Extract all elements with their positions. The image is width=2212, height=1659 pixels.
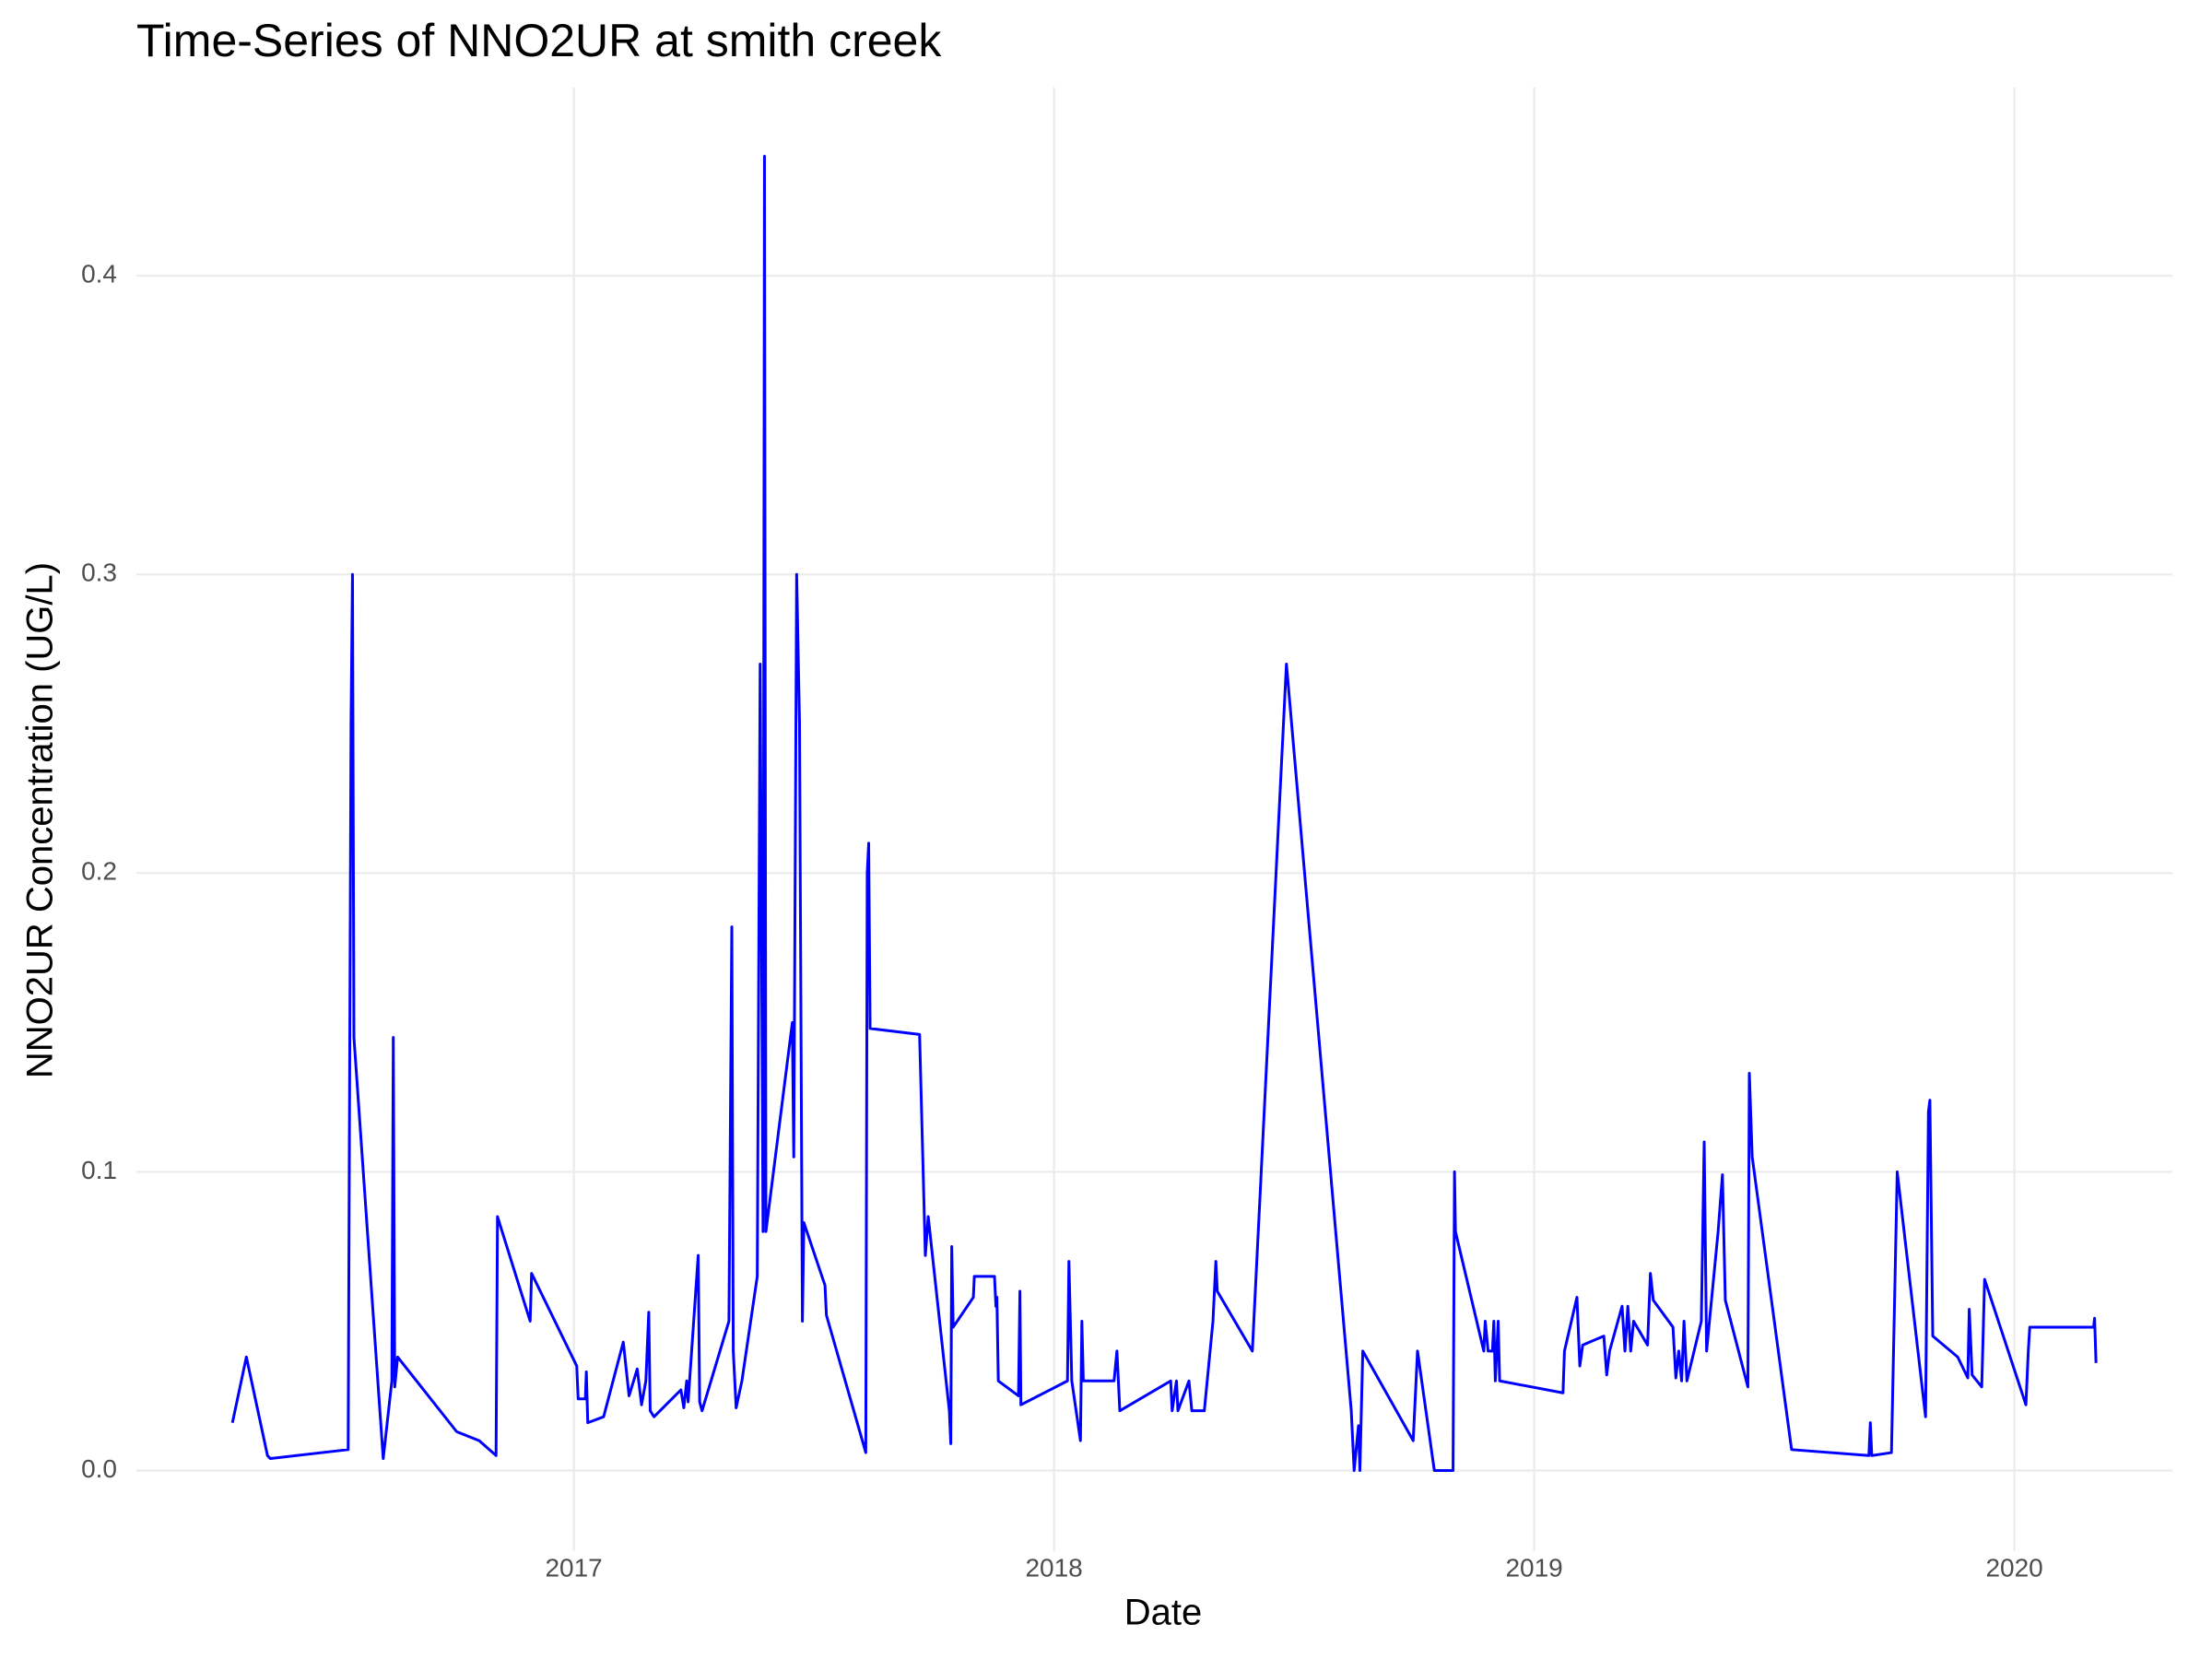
y-axis-title: NNO2UR Concentration (UG/L) [20, 562, 61, 1078]
chart-title: Time-Series of NNO2UR at smith creek [136, 15, 942, 66]
x-axis-title: Date [1124, 1593, 1203, 1633]
y-tick-label: 0.2 [81, 857, 117, 886]
data-line [230, 155, 2098, 1472]
x-tick-label: 2019 [1505, 1553, 1562, 1582]
x-tick-label: 2018 [1025, 1553, 1082, 1582]
x-tick-label: 2020 [1985, 1553, 2042, 1582]
y-tick-label: 0.0 [81, 1454, 117, 1483]
y-tick-label: 0.4 [81, 260, 117, 288]
x-tick-label: 2017 [545, 1553, 602, 1582]
grid [136, 88, 2172, 1551]
y-tick-label: 0.1 [81, 1156, 117, 1184]
plot-marks [230, 155, 2098, 1472]
tick-labels: 0.0 0.1 0.2 0.3 0.4 2017 2018 2019 2020 [81, 260, 2043, 1583]
y-tick-label: 0.3 [81, 559, 117, 587]
